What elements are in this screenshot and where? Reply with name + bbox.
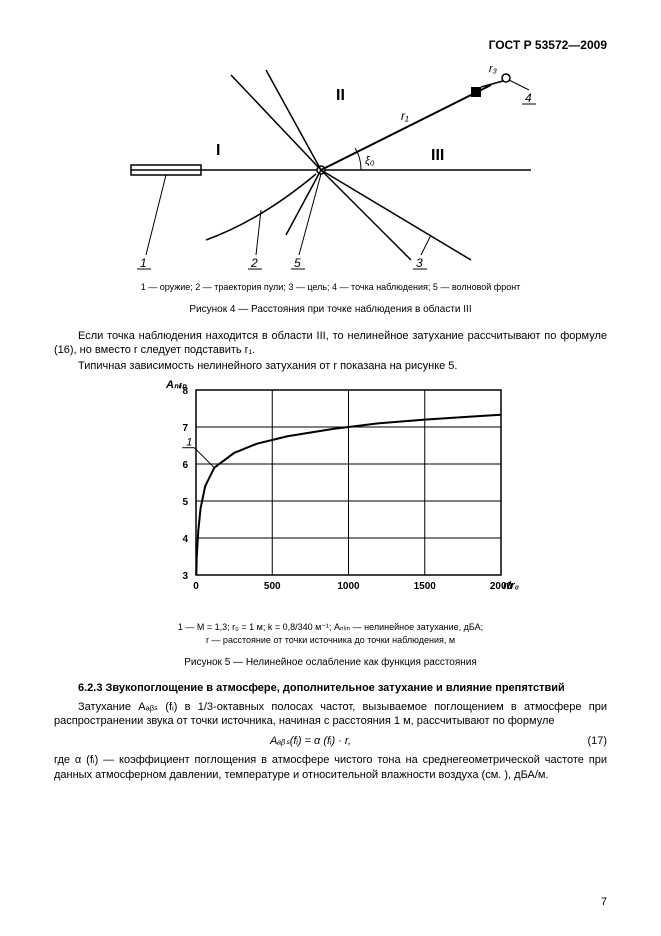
svg-text:r₃: r₃ <box>489 63 498 75</box>
svg-text:1500: 1500 <box>413 581 436 592</box>
svg-text:I: I <box>216 142 220 159</box>
svg-text:7: 7 <box>182 423 188 434</box>
figure-4-title: Рисунок 4 — Расстояния при точке наблюде… <box>54 304 607 315</box>
svg-text:5: 5 <box>294 256 301 270</box>
svg-text:Aₙₗᵢₙ: Aₙₗᵢₙ <box>165 379 187 391</box>
figure-5-title: Рисунок 5 — Нелинейное ослабление как фу… <box>54 657 607 668</box>
svg-text:r/r₀: r/r₀ <box>503 580 519 592</box>
svg-text:4: 4 <box>525 91 532 105</box>
svg-text:1: 1 <box>186 437 192 449</box>
section-paragraph-1: Затухание Aₐᵦₛ (fᵢ) в 1/3-октавных полос… <box>54 700 607 729</box>
formula-17-expr: Aₐᵦₛ(fᵢ) = α (fᵢ) · r, <box>54 734 567 747</box>
svg-text:III: III <box>431 147 444 164</box>
svg-text:ξ₀: ξ₀ <box>365 155 375 167</box>
svg-text:5: 5 <box>182 497 188 508</box>
svg-text:II: II <box>336 87 345 104</box>
formula-17: Aₐᵦₛ(fᵢ) = α (fᵢ) · r, (17) <box>54 734 607 747</box>
svg-text:2: 2 <box>250 256 258 270</box>
section-6-2-3-title: 6.2.3 Звукопоглощение в атмосфере, допол… <box>54 682 607 694</box>
svg-text:3: 3 <box>182 571 188 582</box>
document-id: ГОСТ Р 53572—2009 <box>54 38 607 52</box>
svg-text:r₁: r₁ <box>401 109 409 123</box>
figure-5-chart: 0500100015002000345678Aₙₗᵢₙr/r₀1 <box>54 375 607 615</box>
figure-4-diagram: 12534IIIIIIr₁r₃ξ₀ <box>54 60 607 275</box>
paragraph-2: Типичная зависимость нелинейного затухан… <box>54 359 607 373</box>
svg-text:1000: 1000 <box>337 581 360 592</box>
svg-text:1: 1 <box>140 256 147 270</box>
section-paragraph-2: где α (fᵢ) — коэффициент поглощения в ат… <box>54 753 607 782</box>
svg-text:0: 0 <box>193 581 199 592</box>
page-number: 7 <box>601 896 607 908</box>
figure-4-legend: 1 — оружие; 2 — траектория пули; 3 — цел… <box>54 281 607 294</box>
svg-text:3: 3 <box>416 256 423 270</box>
formula-17-number: (17) <box>567 735 607 747</box>
svg-text:4: 4 <box>182 534 188 545</box>
svg-text:6: 6 <box>182 460 188 471</box>
svg-text:500: 500 <box>263 581 280 592</box>
paragraph-1: Если точка наблюдения находится в област… <box>54 329 607 358</box>
figure-5-legend: 1 — M = 1,3; r₀ = 1 м; k = 0,8/340 м⁻¹; … <box>54 621 607 646</box>
